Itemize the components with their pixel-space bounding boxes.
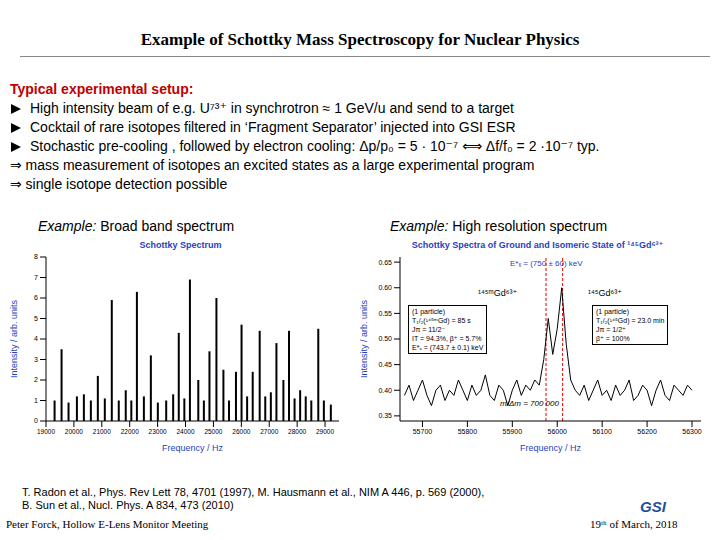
- svg-text:0.50: 0.50: [378, 335, 392, 342]
- html-text:Example: High resolution spect: Example: High resolution spectrum: [390, 218, 608, 234]
- svg-text:24000: 24000: [176, 428, 194, 435]
- svg-text:26000: 26000: [232, 428, 250, 435]
- svg-text:56300: 56300: [682, 428, 702, 435]
- svg-text:20000: 20000: [65, 428, 83, 435]
- svg-text:5: 5: [34, 315, 38, 322]
- svg-text:55800: 55800: [458, 428, 478, 435]
- html-text:Schottky Spectra of Ground and: Schottky Spectra of Ground and Isomeric …: [411, 240, 664, 250]
- svg-text:27000: 27000: [260, 428, 278, 435]
- html-text:Example of Schottky Mass Spect: Example of Schottky Mass Spectroscopy fo…: [140, 30, 580, 49]
- html-text:High intensity beam of e.g. U⁷: High intensity beam of e.g. U⁷³⁺ in sync…: [30, 100, 514, 116]
- html-text:Cocktail of rare isotopes filt: Cocktail of rare isotopes filtered in ‘F…: [30, 119, 516, 135]
- html-text:E*ₓ = (743.7 ± 0.1) keV: E*ₓ = (743.7 ± 0.1) keV: [412, 344, 484, 351]
- html-text:T₁/₂(¹⁴⁵ᵐGd) = 85 s: T₁/₂(¹⁴⁵ᵐGd) = 85 s: [412, 317, 471, 324]
- html-text:β⁺ = 100%: β⁺ = 100%: [596, 335, 630, 342]
- svg-text:7: 7: [34, 274, 38, 281]
- html-text:T. Radon et al., Phys. Rev Let: T. Radon et al., Phys. Rev Lett 78, 4701…: [22, 486, 485, 498]
- svg-text:Intensity / arb. units: Intensity / arb. units: [9, 299, 19, 378]
- html-text:Typical experimental setup:: Typical experimental setup:: [10, 81, 194, 97]
- html-text:19ᵗʰ of March, 2018: 19ᵗʰ of March, 2018: [590, 518, 678, 530]
- html-text:¹⁴⁵Gd⁶³⁺: ¹⁴⁵Gd⁶³⁺: [588, 288, 623, 298]
- html-text:Jπ = 11/2⁻: Jπ = 11/2⁻: [412, 326, 446, 333]
- html-text:⇒ mass measurement of isotopes: ⇒ mass measurement of isotopes an excite…: [10, 157, 535, 173]
- svg-text:0.35: 0.35: [378, 412, 392, 419]
- svg-text:21000: 21000: [93, 428, 111, 435]
- svg-text:56200: 56200: [637, 428, 657, 435]
- svg-text:22000: 22000: [121, 428, 139, 435]
- svg-text:Intensity / arb. units: Intensity / arb. units: [360, 299, 369, 378]
- svg-text:0.40: 0.40: [378, 387, 392, 394]
- svg-text:55900: 55900: [503, 428, 523, 435]
- svg-text:Frequency / Hz: Frequency / Hz: [520, 443, 582, 453]
- html-text:(1 particle): (1 particle): [596, 308, 630, 315]
- html-text:T₁/₂(¹⁴⁵Gd) = 23.0 min: T₁/₂(¹⁴⁵Gd) = 23.0 min: [596, 317, 665, 324]
- svg-text:25000: 25000: [204, 428, 222, 435]
- svg-text:6: 6: [34, 294, 38, 301]
- html-text:m/Δm = 700 000: m/Δm = 700 000: [500, 399, 559, 408]
- svg-text:56100: 56100: [592, 428, 612, 435]
- html-text:(1 particle): (1 particle): [412, 308, 446, 315]
- html-text:E*ₓ = (750 ± 60) keV: E*ₓ = (750 ± 60) keV: [510, 259, 583, 268]
- html-text:B. Sun et al., Nucl. Phys. A 8: B. Sun et al., Nucl. Phys. A 834, 473 (2…: [22, 499, 234, 511]
- html-text:Example: Broad band spectrum: Example: Broad band spectrum: [38, 218, 235, 234]
- svg-text:2: 2: [34, 376, 38, 383]
- html-text:¹⁴⁵ᵐGd⁶³⁺: ¹⁴⁵ᵐGd⁶³⁺: [478, 288, 518, 298]
- svg-text:55700: 55700: [413, 428, 433, 435]
- svg-text:0: 0: [34, 417, 38, 424]
- svg-text:Frequency / Hz: Frequency / Hz: [162, 443, 224, 453]
- svg-text:23000: 23000: [149, 428, 167, 435]
- svg-text:28000: 28000: [288, 428, 306, 435]
- svg-text:56000: 56000: [548, 428, 568, 435]
- html-text:GSI: GSI: [640, 498, 666, 515]
- svg-text:0.65: 0.65: [378, 259, 392, 266]
- svg-text:0.45: 0.45: [378, 361, 392, 368]
- svg-text:0.60: 0.60: [378, 284, 392, 291]
- html-text:Peter Forck, Hollow E-Lens Mon: Peter Forck, Hollow E-Lens Monitor Meeti…: [6, 518, 209, 530]
- svg-text:8: 8: [34, 253, 38, 260]
- html-text:⇒ single isotope detection pos: ⇒ single isotope detection possible: [10, 176, 228, 192]
- svg-text:29000: 29000: [316, 428, 334, 435]
- html-text:Jπ = 1/2⁺: Jπ = 1/2⁺: [596, 326, 626, 333]
- svg-text:3: 3: [34, 356, 38, 363]
- svg-text:19000: 19000: [37, 428, 55, 435]
- html-text:IT = 94.3%, β⁺ = 5.7%: IT = 94.3%, β⁺ = 5.7%: [412, 335, 482, 342]
- svg-text:0.55: 0.55: [378, 310, 392, 317]
- svg-text:1: 1: [34, 397, 38, 404]
- html-text:Stochastic pre-cooling , follo: Stochastic pre-cooling , followed by ele…: [30, 138, 600, 154]
- svg-text:4: 4: [34, 335, 38, 342]
- html-text:Schottky Spectrum: Schottky Spectrum: [139, 240, 222, 250]
